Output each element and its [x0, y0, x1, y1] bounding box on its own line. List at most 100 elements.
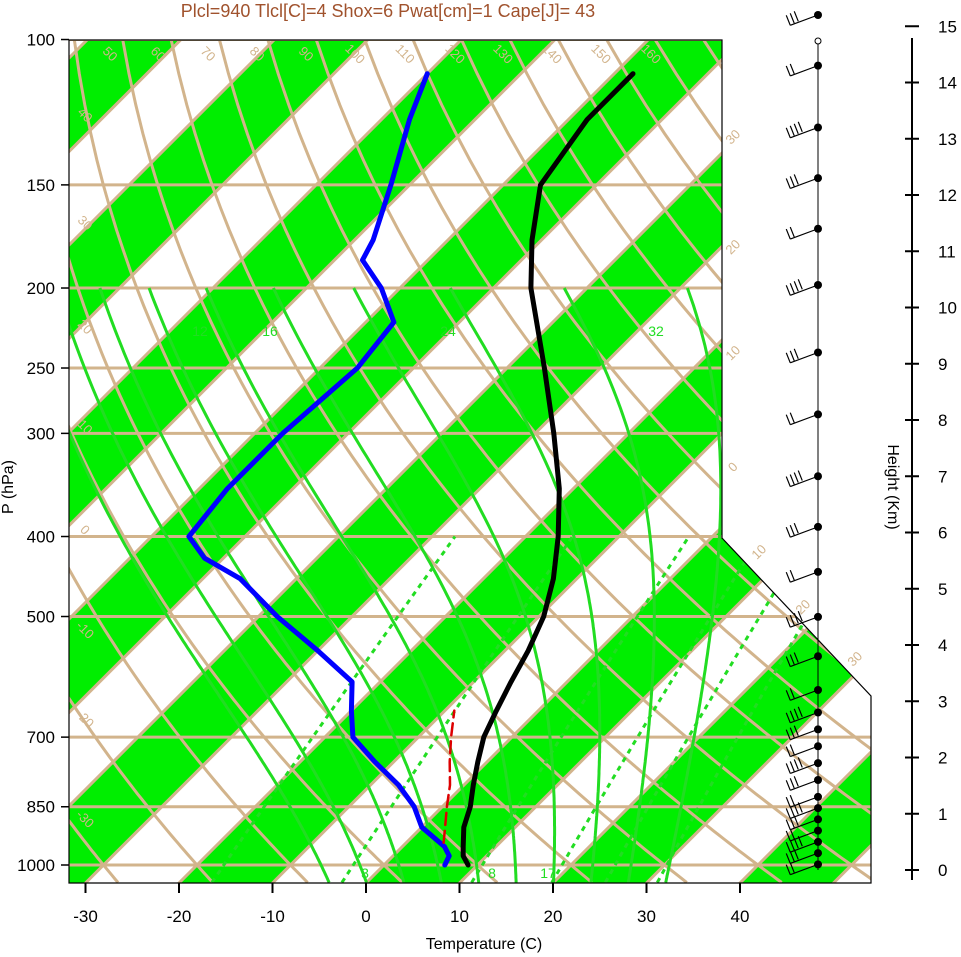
- wind-barb-feather: [785, 819, 791, 830]
- wind-barb-feather: [785, 414, 791, 425]
- wind-barb-staff: [790, 351, 819, 364]
- height-tick-label: 5: [938, 580, 947, 599]
- temperature-line: [460, 71, 636, 868]
- wind-barb-staff: [790, 571, 819, 583]
- wind-barb-feather: [793, 281, 799, 292]
- isotherm-label: 20: [792, 596, 813, 617]
- dry-adiabat: [411, 40, 871, 883]
- isotherm-line: [69, 40, 493, 883]
- wind-barb-feather: [789, 524, 795, 536]
- isotherm-line: [708, 40, 871, 883]
- wind-barb-feather: [797, 610, 803, 622]
- wind-barb-staff: [790, 689, 819, 701]
- dry-adiabat: [121, 40, 688, 883]
- isotherm-band: [69, 40, 398, 883]
- wind-barb-feather: [785, 796, 791, 808]
- dry-adiabat: [266, 40, 871, 883]
- wind-barb-feather: [785, 228, 791, 240]
- wind-barb-feather: [793, 725, 799, 736]
- x-axis-title: Temperature (C): [426, 936, 542, 953]
- wind-barb-feather: [785, 656, 791, 667]
- wind-barb-feather: [789, 412, 795, 423]
- height-tick-label: 7: [938, 467, 947, 486]
- isotherm-band: [69, 40, 871, 883]
- wind-barb-feather: [797, 279, 803, 290]
- wind-barb-feather: [789, 710, 795, 722]
- wind-barb-feather: [785, 712, 791, 724]
- pressure-tick-label: 700: [27, 728, 55, 747]
- saturated-adiabat: [69, 287, 331, 883]
- wind-barb-feather: [785, 780, 791, 791]
- isotherm-line: [69, 40, 586, 883]
- height-tick-label: 6: [938, 524, 947, 543]
- height-tick-label: 10: [938, 299, 957, 318]
- wind-barb-feather: [793, 522, 799, 534]
- wind-barb-feather: [793, 652, 799, 663]
- wind-barb-feather: [785, 841, 791, 853]
- wind-barb-feather: [785, 763, 791, 774]
- wind-barb-feather: [785, 127, 791, 139]
- wind-barb-feather: [797, 470, 803, 481]
- wind-barb-feather: [789, 614, 795, 626]
- temperature-tick-label: 10: [450, 907, 469, 926]
- isotherm-band: [523, 40, 871, 883]
- pressure-tick-label: 400: [27, 528, 55, 547]
- wind-barb-feather: [785, 285, 791, 296]
- wind-barb-feather: [793, 815, 799, 826]
- temperature-tick-label: -20: [167, 907, 192, 926]
- height-tick-label: 2: [938, 749, 947, 768]
- mixing-ratio-label: 8: [488, 865, 496, 881]
- mixing-ratio-label: 17: [540, 865, 556, 881]
- wind-top-marker: [814, 37, 822, 45]
- wind-barb-feather: [785, 616, 791, 628]
- wind-barb-staff: [790, 728, 819, 741]
- dewpoint-line: [186, 71, 452, 868]
- height-axis-title: Height (Km): [884, 444, 901, 529]
- wind-barb-feather: [785, 853, 791, 864]
- wind-barb-feather: [789, 688, 795, 699]
- isotherm-label: 0: [725, 459, 741, 475]
- sounding-profiles: [186, 71, 636, 868]
- wind-barb-feather: [789, 727, 795, 738]
- wind-barb-feather: [793, 174, 799, 185]
- mixing-ratio-label: 3: [361, 865, 369, 881]
- plot-frame: [68, 39, 872, 884]
- isotherm-line: [615, 40, 871, 883]
- height-tick-label: 11: [938, 242, 956, 261]
- wind-barb-feather: [793, 759, 799, 770]
- wind-barb-feather: [789, 474, 795, 485]
- height-tick-label: 15: [938, 17, 957, 36]
- isotherm-line: [69, 40, 773, 883]
- mixing-ratio-line: [603, 535, 810, 883]
- height-tick-label: 12: [938, 186, 957, 205]
- pressure-tick-label: 1000: [17, 856, 55, 875]
- wind-barb-feather: [793, 11, 799, 22]
- dry-adiabat: [169, 40, 783, 883]
- wind-barb-feather: [785, 729, 791, 740]
- wind-barb-feather: [785, 65, 791, 77]
- temperature-tick-label: 20: [544, 907, 563, 926]
- height-tick-label: 3: [938, 692, 947, 711]
- isotherm-line: [69, 40, 306, 883]
- wind-barb-feather: [789, 851, 795, 862]
- dry-adiabat: [69, 40, 214, 883]
- wind-barb-feather: [785, 352, 791, 364]
- mixing-ratio-label: 16: [262, 323, 278, 339]
- pressure-tick-label: 200: [27, 279, 55, 298]
- wind-barb-staff: [790, 779, 819, 791]
- wind-barb-feather: [789, 862, 795, 873]
- wind-barb-feather: [789, 654, 795, 665]
- wind-barb-feather: [785, 178, 791, 189]
- wind-barb-feather: [797, 706, 803, 718]
- parcel-line: [442, 709, 456, 845]
- wind-barb-feather: [785, 830, 791, 842]
- wind-barb-staff: [790, 655, 819, 668]
- saturated-adiabat: [272, 287, 518, 883]
- wind-barb-staff: [790, 228, 819, 240]
- wind-barb-feather: [793, 776, 799, 787]
- height-tick-label: 4: [938, 636, 947, 655]
- saturated-adiabat: [69, 287, 368, 883]
- dry-adiabat: [945, 40, 961, 883]
- wind-barbs: [785, 11, 822, 876]
